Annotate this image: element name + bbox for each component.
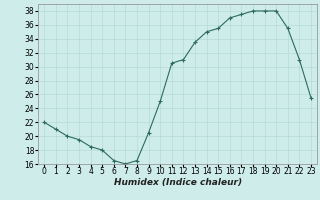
X-axis label: Humidex (Indice chaleur): Humidex (Indice chaleur) (114, 178, 242, 187)
